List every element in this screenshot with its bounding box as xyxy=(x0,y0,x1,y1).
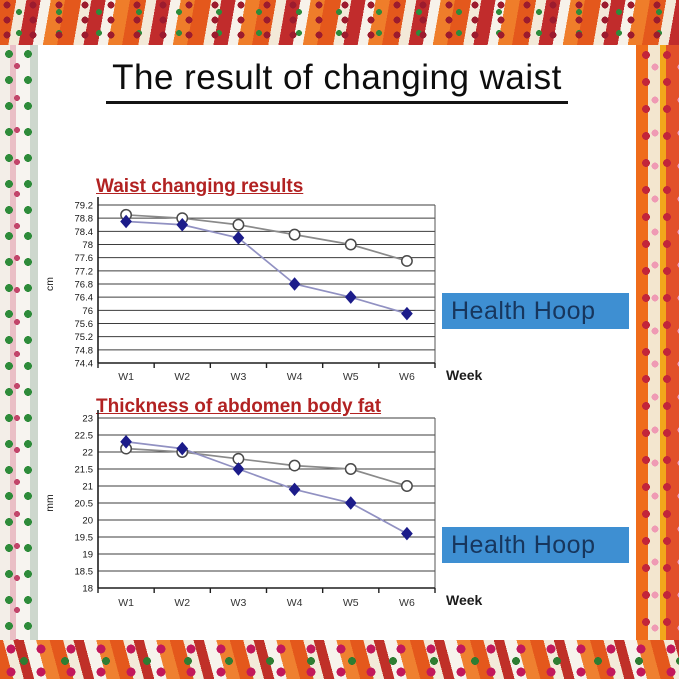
y-tick-label: 74.4 xyxy=(75,359,94,370)
marker-diamond xyxy=(176,217,189,232)
week-axis-label-waist: Week xyxy=(446,367,483,383)
x-category-label: W4 xyxy=(287,371,303,383)
waist-line-chart: 79.2 78.8 78.4 78 77.6 77.2 76.8 76.4 76 75.6 75.2… xyxy=(44,197,436,383)
y-tick-label: 19.5 xyxy=(75,533,94,544)
x-category-label: W5 xyxy=(343,371,359,383)
y-tick-label: 74.8 xyxy=(75,345,94,356)
decorative-border-top xyxy=(0,0,679,45)
y-tick-label: 76.4 xyxy=(75,293,94,304)
y-tick-label: 18.5 xyxy=(75,567,94,578)
marker-diamond xyxy=(344,290,357,304)
y-tick-label: 18 xyxy=(82,584,93,595)
x-category-label: W2 xyxy=(174,597,190,609)
health-hoop-badge-fat: Health Hoop xyxy=(442,527,629,563)
y-tick-label: 21.5 xyxy=(75,465,94,476)
content-panel: The result of changing waist Waist chang… xyxy=(38,45,636,640)
series-line-diamond xyxy=(126,220,408,315)
x-category-label: W1 xyxy=(118,597,134,609)
x-category-label: W3 xyxy=(231,371,247,383)
y-tick-label: 75.2 xyxy=(75,332,94,343)
x-category-label: W1 xyxy=(118,371,134,383)
axis-unit-label: cm xyxy=(44,277,56,291)
slide-title: The result of changing waist xyxy=(38,58,636,104)
axis-unit-label: mm xyxy=(44,494,56,512)
marker-circle xyxy=(400,480,413,492)
chart-title-fat: Thickness of abdomen body fat xyxy=(96,396,382,417)
y-tick-label: 77.6 xyxy=(75,253,94,264)
x-category-label: W2 xyxy=(174,371,190,383)
chart-title-waist: Waist changing results xyxy=(96,176,304,197)
marker-diamond xyxy=(120,214,132,229)
health-hoop-badge-waist: Health Hoop xyxy=(442,293,629,329)
x-category-label: W3 xyxy=(231,597,247,609)
marker-diamond xyxy=(401,526,413,541)
y-tick-label: 19 xyxy=(82,550,93,561)
marker-circle xyxy=(232,218,245,231)
marker-circle xyxy=(344,463,357,475)
series-line-circle xyxy=(126,214,408,262)
marker-diamond xyxy=(344,496,357,510)
y-tick-label: 21 xyxy=(82,482,93,493)
marker-circle xyxy=(288,228,301,241)
y-tick-label: 76.8 xyxy=(75,280,94,291)
y-tick-label: 76 xyxy=(82,306,93,317)
marker-diamond xyxy=(232,462,245,476)
x-category-label: W4 xyxy=(287,597,303,609)
y-tick-label: 78.8 xyxy=(75,214,94,225)
marker-circle xyxy=(288,459,301,472)
series-line-circle xyxy=(126,447,408,487)
y-tick-label: 75.6 xyxy=(75,319,94,330)
y-tick-label: 23 xyxy=(82,414,93,425)
marker-diamond xyxy=(288,277,301,291)
slide-title-text: The result of changing waist xyxy=(106,58,568,104)
decorative-border-right xyxy=(636,45,679,640)
x-category-label: W5 xyxy=(343,597,359,609)
y-tick-label: 20 xyxy=(82,516,93,527)
marker-diamond xyxy=(232,231,245,245)
y-tick-label: 78 xyxy=(82,240,93,251)
y-tick-label: 78.4 xyxy=(75,227,94,238)
marker-diamond xyxy=(401,306,413,321)
marker-circle xyxy=(400,255,413,267)
y-tick-label: 20.5 xyxy=(75,499,94,510)
y-tick-label: 22 xyxy=(82,448,93,459)
marker-circle xyxy=(344,238,357,251)
y-tick-label: 77.2 xyxy=(75,266,94,277)
x-category-label: W6 xyxy=(399,371,415,383)
series-line-diamond xyxy=(125,440,408,535)
marker-diamond xyxy=(288,482,301,497)
marker-diamond xyxy=(120,435,132,449)
decorative-border-bottom xyxy=(0,640,679,679)
x-category-label: W6 xyxy=(399,597,415,609)
week-axis-label-fat: Week xyxy=(446,592,483,608)
marker-diamond xyxy=(176,441,189,456)
y-tick-label: 22.5 xyxy=(75,431,94,442)
fat-line-chart: 23 22.5 22 21.5 21 20.5 20 19.5 19 18.5 18 mm W1 W2 W3… xyxy=(44,410,436,609)
y-tick-label: 79.2 xyxy=(75,201,94,212)
decorative-border-left xyxy=(0,45,38,640)
